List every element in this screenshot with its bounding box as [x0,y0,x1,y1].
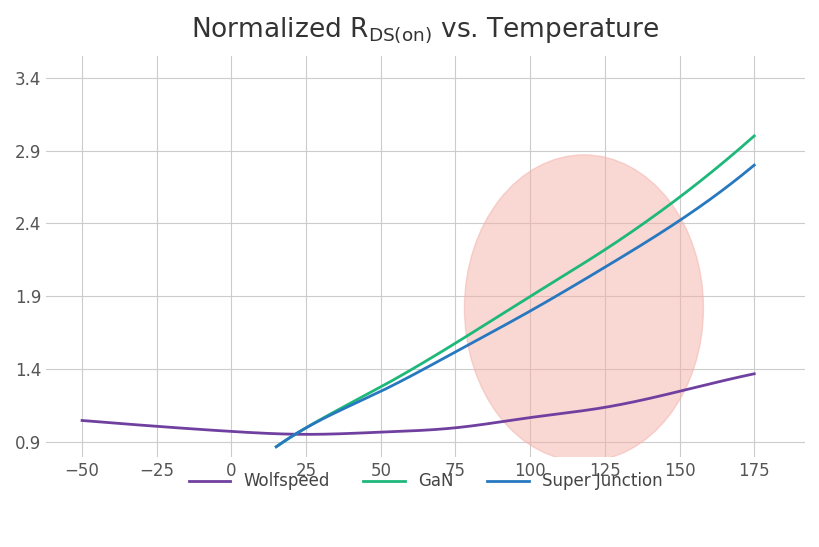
Wolfspeed [584,406,594,413]
Line: GaN: GaN [276,136,753,447]
GaN [663,202,672,209]
Wolfspeed [302,431,312,438]
Super Junction [271,444,281,450]
GaN [749,132,758,139]
Wolfspeed [527,414,536,421]
Wolfspeed [77,417,87,424]
GaN [498,310,508,317]
Line: Wolfspeed: Wolfspeed [82,374,753,434]
Super Junction [663,225,672,231]
Line: Super Junction: Super Junction [276,165,753,447]
Super Junction [749,162,758,168]
Super Junction [555,290,565,297]
Super Junction [500,321,510,328]
GaN [737,143,747,149]
Wolfspeed [250,429,260,436]
GaN [529,290,539,297]
GaN [271,444,281,450]
Legend: Wolfspeed, GaN, Super Junction: Wolfspeed, GaN, Super Junction [182,465,668,497]
Ellipse shape [464,155,703,461]
Title: Normalized $\mathregular{R_{DS(on)}}$ vs. Temperature: Normalized $\mathregular{R_{DS(on)}}$ vs… [191,15,659,45]
Wolfspeed [382,429,391,435]
Wolfspeed [749,370,758,377]
Wolfspeed [474,422,484,428]
Super Junction [529,305,539,312]
Wolfspeed [196,426,206,433]
GaN [555,274,565,281]
GaN [500,308,510,315]
Super Junction [498,323,508,329]
Super Junction [737,171,747,178]
